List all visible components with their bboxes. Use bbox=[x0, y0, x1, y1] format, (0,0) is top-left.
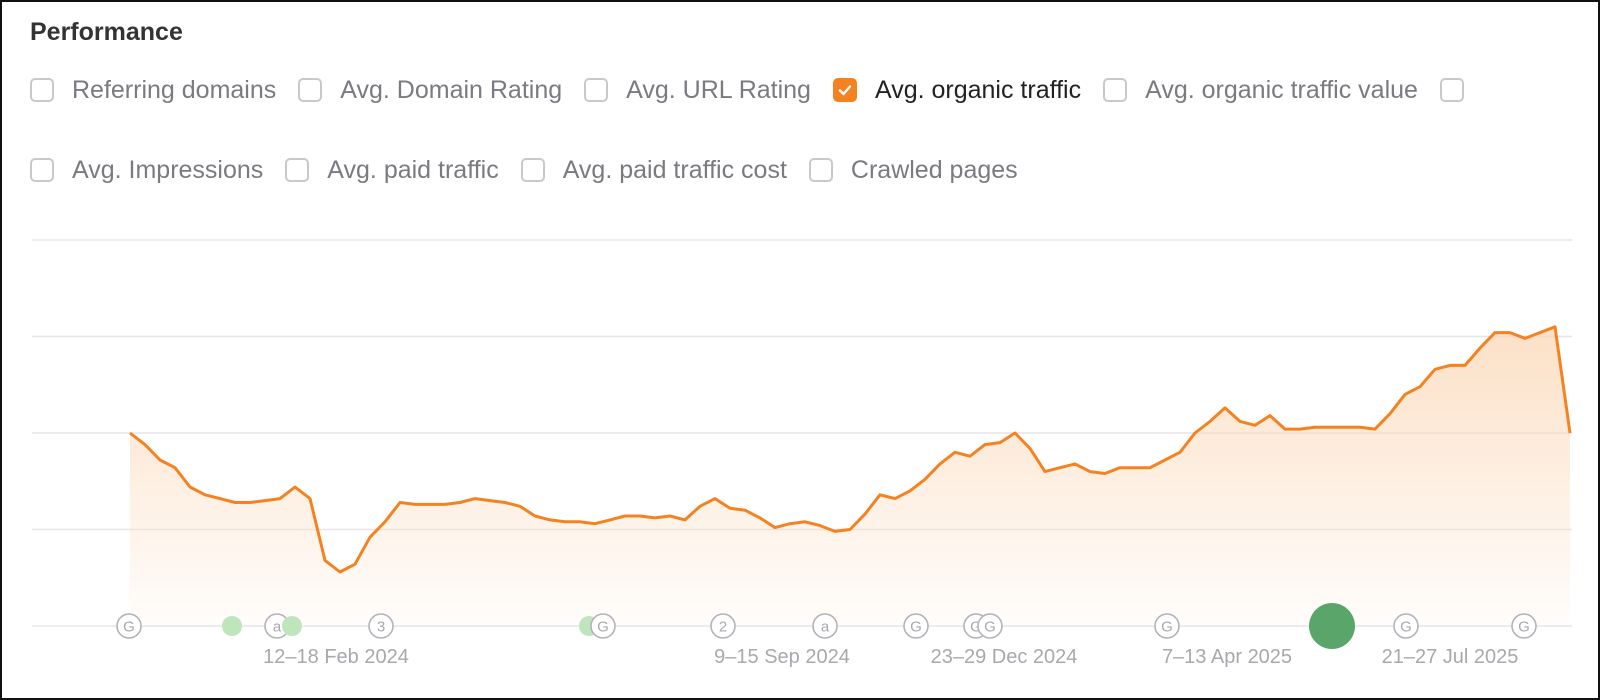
metric-toggle[interactable]: Crawled pages bbox=[808, 155, 1018, 184]
event-marker-label: a bbox=[821, 619, 830, 636]
metric-toggle[interactable]: Avg. organic traffic value bbox=[1103, 76, 1418, 104]
event-marker-label: G bbox=[123, 619, 135, 636]
metric-label: Avg. organic traffic value bbox=[1145, 75, 1418, 104]
metric-label: Crawled pages bbox=[850, 155, 1018, 184]
event-marker-label: G bbox=[1400, 619, 1412, 636]
event-marker-circle bbox=[368, 613, 394, 639]
event-marker[interactable] bbox=[1309, 603, 1355, 649]
checkbox[interactable] bbox=[584, 78, 609, 102]
event-marker-circle bbox=[1511, 613, 1537, 639]
metric-toggle[interactable]: Avg. organic traffic bbox=[832, 75, 1082, 104]
event-marker[interactable]: G bbox=[977, 613, 1003, 639]
event-marker[interactable]: G bbox=[590, 613, 616, 639]
event-marker[interactable]: a bbox=[812, 613, 838, 639]
event-marker-circle bbox=[116, 613, 142, 639]
event-marker-circle bbox=[1393, 613, 1419, 639]
metric-toggle[interactable]: Avg. URL Rating bbox=[584, 76, 811, 104]
x-tick-label: 9–15 Sep 2024 bbox=[714, 646, 850, 668]
x-tick-label: 23–29 Dec 2024 bbox=[931, 646, 1078, 668]
metric-label: Avg. organic traffic bbox=[874, 75, 1082, 104]
x-axis-ticks: 12–18 Feb 2024 9–15 Sep 2024 23–29 Dec 202… bbox=[263, 646, 1518, 668]
metric-toggle[interactable]: Avg. paid traffic cost bbox=[520, 155, 787, 184]
x-tick-label: 21–27 Jul 2025 bbox=[1382, 646, 1519, 668]
panel-title: Performance bbox=[30, 18, 183, 46]
event-marker-circle bbox=[710, 613, 736, 639]
traffic-area bbox=[130, 326, 1570, 626]
checkbox[interactable] bbox=[298, 78, 323, 102]
event-marker-circle bbox=[977, 613, 1003, 639]
event-marker-circle bbox=[1154, 613, 1180, 639]
checkbox-checked[interactable] bbox=[832, 78, 857, 102]
metric-toggle[interactable] bbox=[1439, 76, 1482, 104]
metric-toggle[interactable]: Avg. Domain Rating bbox=[298, 76, 562, 104]
event-marker-label: G bbox=[970, 619, 982, 636]
metric-toggle[interactable]: Referring domains bbox=[30, 76, 276, 104]
checkbox[interactable] bbox=[1439, 78, 1464, 102]
event-marker[interactable]: G bbox=[903, 613, 929, 639]
metric-label: Avg. Domain Rating bbox=[340, 75, 563, 104]
event-marker[interactable]: G bbox=[1154, 613, 1180, 639]
event-marker-label: G bbox=[984, 619, 996, 636]
event-marker[interactable] bbox=[222, 616, 242, 636]
metric-label: Avg. paid traffic cost bbox=[562, 155, 787, 184]
event-marker[interactable]: 3 bbox=[368, 613, 394, 639]
event-marker[interactable] bbox=[282, 616, 302, 636]
checkbox[interactable] bbox=[1103, 78, 1128, 102]
x-tick-label: 12–18 Feb 2024 bbox=[263, 646, 409, 668]
event-marker[interactable]: G bbox=[1511, 613, 1537, 639]
metric-label: Avg. Impressions bbox=[72, 155, 264, 184]
metric-toggles: Referring domains Avg. Domain Rating Avg. … bbox=[30, 75, 1598, 184]
event-marker-circle bbox=[282, 616, 302, 636]
event-marker[interactable]: G bbox=[116, 613, 142, 639]
metric-label: Avg. URL Rating bbox=[626, 75, 811, 104]
event-marker-circle bbox=[590, 613, 616, 639]
event-marker[interactable]: G bbox=[1393, 613, 1419, 639]
event-marker-circle bbox=[812, 613, 838, 639]
event-marker-label: 2 bbox=[719, 619, 727, 636]
event-marker-label: G bbox=[597, 619, 609, 636]
metric-label: Referring domains bbox=[72, 75, 277, 104]
event-marker[interactable]: 2 bbox=[710, 613, 736, 639]
checkbox[interactable] bbox=[30, 158, 54, 182]
x-tick-label: 7–13 Apr 2025 bbox=[1162, 646, 1292, 668]
metric-toggle[interactable]: Avg. paid traffic bbox=[285, 155, 499, 184]
traffic-line bbox=[129, 325, 1572, 574]
event-marker-label: G bbox=[910, 619, 922, 636]
metric-toggle[interactable]: Avg. Impressions bbox=[30, 156, 263, 184]
event-marker-label: G bbox=[1161, 619, 1173, 636]
event-marker-label: G bbox=[1518, 619, 1530, 636]
event-marker-circle bbox=[222, 616, 242, 636]
checkbox[interactable] bbox=[30, 78, 54, 102]
event-marker-circle bbox=[903, 613, 929, 639]
checkbox[interactable] bbox=[520, 158, 545, 182]
checkbox[interactable] bbox=[808, 158, 833, 182]
check-icon bbox=[838, 85, 852, 96]
event-marker-circle bbox=[1309, 603, 1355, 649]
metric-label: Avg. paid traffic bbox=[327, 155, 499, 184]
event-marker-label: a bbox=[273, 619, 282, 636]
event-marker-label: 3 bbox=[377, 619, 385, 636]
checkbox[interactable] bbox=[285, 158, 310, 182]
